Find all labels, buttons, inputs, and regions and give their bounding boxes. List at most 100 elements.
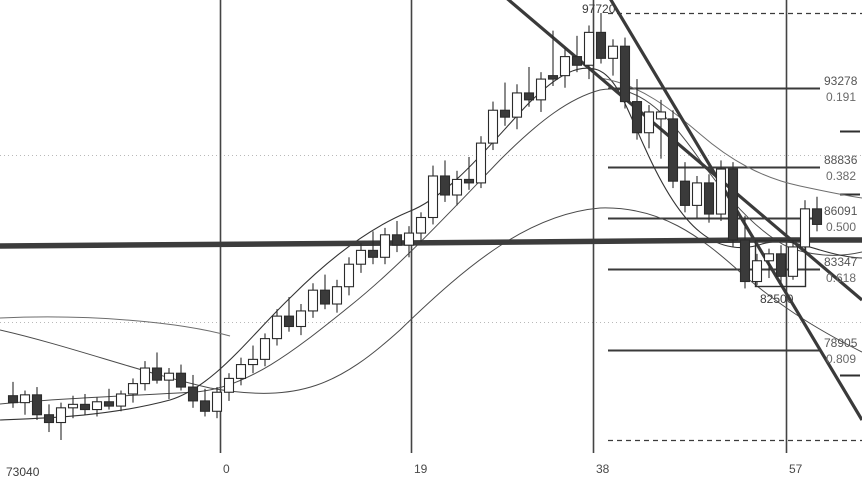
candle-body-down [667,118,679,182]
fib-ratio-label-0.618: 0.618 [826,271,857,285]
candle [571,35,583,73]
candle-body-up [19,394,31,404]
candle [235,357,247,386]
candle-body-down [7,395,19,404]
candle [247,345,259,374]
candle-body-down [595,31,607,59]
candle [715,160,727,221]
candle [559,47,571,88]
candle [319,274,331,310]
fib-price-label-0.191: 93278 [824,74,858,88]
candle [307,283,319,318]
fib-ratio-label-0.500: 0.500 [826,220,857,234]
candle-body-up [415,216,427,234]
candle-body-down [775,253,787,277]
candle [367,231,379,265]
candle [643,105,655,149]
candle [91,397,103,417]
candle [379,227,391,265]
swing-high-label: 97720 [582,2,616,16]
candle [343,257,355,296]
candle-body-up [715,168,727,215]
candle [103,388,115,410]
candle [223,373,235,401]
candle-body-up [787,246,799,277]
candle-body-up [55,407,67,424]
candle [463,156,475,190]
candle-body-up [583,31,595,66]
candle [139,361,151,391]
candle-body-up [643,111,655,134]
candle-body-down [523,92,535,101]
candle [295,304,307,336]
candle-body-up [67,403,79,409]
candle-body-down [547,75,559,80]
fib-price-label-0.618: 83347 [824,255,858,269]
candle [703,174,715,223]
candle-body-down [463,178,475,184]
candle-body-up [115,393,127,407]
fib-ratio-label-0.191: 0.191 [826,90,857,104]
candle [655,99,667,159]
candle-body-up [799,208,811,248]
candle [499,82,511,126]
candle-body-up [655,111,667,120]
candle-body-down [499,109,511,118]
candle-body-up [535,78,547,101]
candle [43,404,55,433]
candle [475,136,487,189]
candle-body-down [319,289,331,305]
candle [391,220,403,253]
fib-price-label-0.809: 78905 [824,336,858,350]
candle [523,66,535,107]
candle-body-up [427,175,439,219]
upper-descending-trendline [506,0,862,302]
x-axis-tick-0: 0 [223,462,230,476]
candle-body-up [295,310,307,328]
candle [775,245,787,284]
candle [175,364,187,391]
candle-body-down [439,175,451,196]
candle [619,37,631,109]
candle [439,160,451,202]
candle [679,162,691,213]
candle-body-down [79,403,91,411]
candle-body-down [187,386,199,402]
candle [511,84,523,130]
candle-body-up [763,253,775,262]
noop [0,342,340,398]
candle [187,374,199,408]
candle-body-down [727,168,739,241]
candle [607,39,619,76]
candle [727,162,739,247]
candle [583,25,595,80]
candle [631,79,643,140]
candle-body-down [679,180,691,206]
candle [799,200,811,251]
candle-body-down [103,401,115,407]
candle [763,248,775,279]
candle-body-down [199,400,211,412]
candle-body-up [451,178,463,196]
candle-body-up [379,234,391,258]
candle-body-down [283,315,295,328]
candle [691,175,703,218]
fib-ratio-label-0.809: 0.809 [826,352,857,366]
candle [115,390,127,412]
candle [7,381,19,408]
candle [211,387,223,419]
candle [355,243,367,273]
candle [487,101,499,151]
candle [271,309,283,346]
candle-body-down [43,414,55,424]
candle-body-up [127,383,139,395]
candle-body-up [247,358,259,366]
candle [283,297,295,332]
candle [547,30,559,87]
candle [163,368,175,400]
candle [79,393,91,415]
candle-body-up [223,377,235,393]
candle-body-up [307,289,319,312]
